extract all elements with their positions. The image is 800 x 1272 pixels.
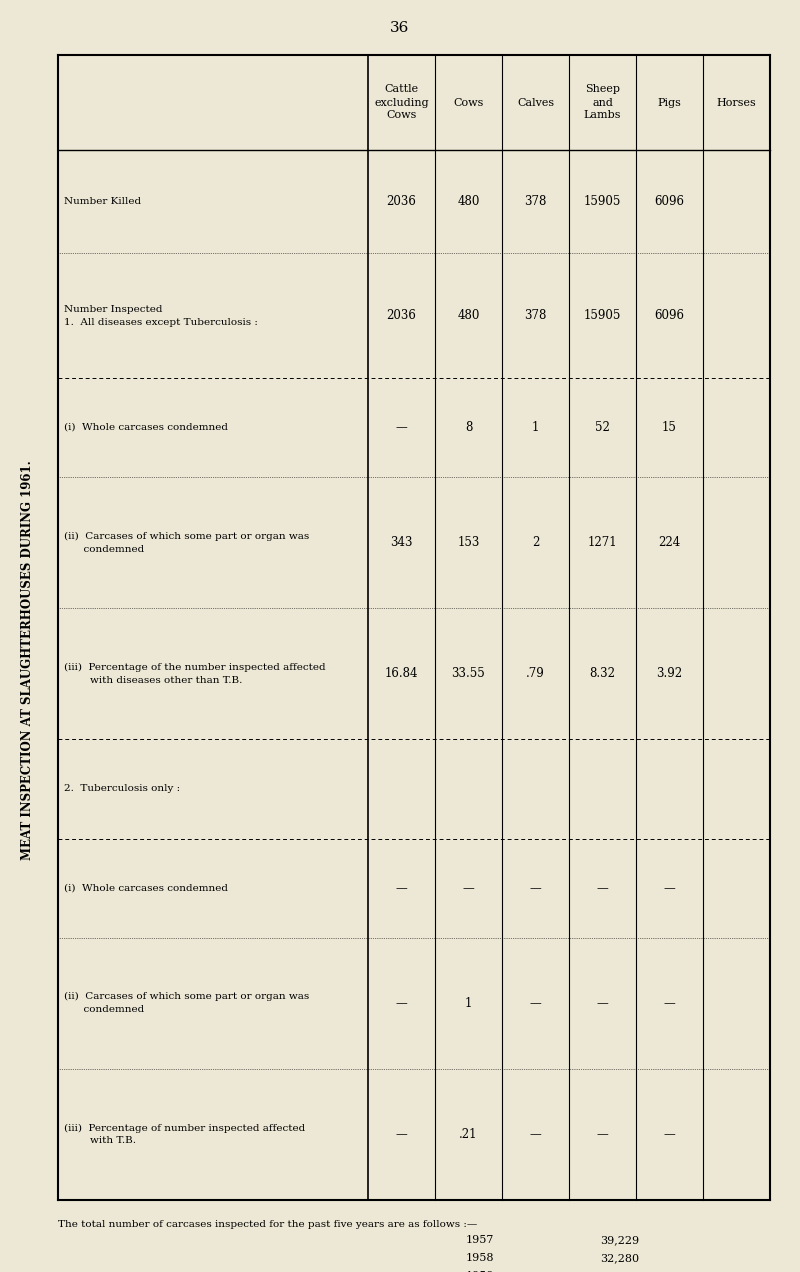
Text: —: —: [396, 881, 407, 894]
Text: 2036: 2036: [386, 309, 417, 322]
Text: 1: 1: [465, 997, 472, 1010]
Text: condemned: condemned: [64, 544, 144, 553]
Text: 32,280: 32,280: [601, 1253, 639, 1263]
Text: 33.55: 33.55: [452, 667, 486, 681]
Text: 6096: 6096: [654, 195, 685, 209]
Text: Cattle: Cattle: [385, 84, 418, 94]
Text: 1.  All diseases except Tuberculosis :: 1. All diseases except Tuberculosis :: [64, 318, 258, 327]
Text: 2.  Tuberculosis only :: 2. Tuberculosis only :: [64, 785, 180, 794]
Text: Horses: Horses: [717, 98, 756, 108]
Text: 15905: 15905: [584, 309, 621, 322]
Text: with T.B.: with T.B.: [64, 1136, 136, 1146]
Text: and: and: [592, 98, 613, 108]
Text: —: —: [396, 421, 407, 434]
Text: —: —: [664, 997, 675, 1010]
Text: 16.84: 16.84: [385, 667, 418, 681]
Text: 378: 378: [524, 309, 546, 322]
Text: 1957: 1957: [466, 1235, 494, 1245]
Text: .79: .79: [526, 667, 545, 681]
Text: 2036: 2036: [386, 195, 417, 209]
Text: Cows: Cows: [386, 111, 417, 121]
Text: with diseases other than T.B.: with diseases other than T.B.: [64, 675, 242, 684]
Text: Cows: Cows: [454, 98, 484, 108]
Text: —: —: [597, 881, 608, 894]
Text: —: —: [597, 997, 608, 1010]
Text: 224: 224: [658, 536, 681, 550]
Text: 39,229: 39,229: [601, 1235, 639, 1245]
Text: MEAT INSPECTION AT SLAUGHTERHOUSES DURING 1961.: MEAT INSPECTION AT SLAUGHTERHOUSES DURIN…: [22, 460, 34, 860]
Text: —: —: [462, 881, 474, 894]
Text: 1271: 1271: [588, 536, 618, 550]
Text: —: —: [530, 997, 542, 1010]
Text: (i)  Whole carcases condemned: (i) Whole carcases condemned: [64, 422, 228, 431]
Text: Lambs: Lambs: [584, 111, 622, 121]
Text: 15905: 15905: [584, 195, 621, 209]
Text: 8.32: 8.32: [590, 667, 615, 681]
Text: (ii)  Carcases of which some part or organ was: (ii) Carcases of which some part or orga…: [64, 992, 310, 1001]
Text: —: —: [396, 997, 407, 1010]
Text: 8: 8: [465, 421, 472, 434]
Text: 1: 1: [532, 421, 539, 434]
Text: —: —: [530, 881, 542, 894]
Text: (iii)  Percentage of number inspected affected: (iii) Percentage of number inspected aff…: [64, 1123, 306, 1132]
Text: 6096: 6096: [654, 309, 685, 322]
Text: —: —: [530, 1128, 542, 1141]
Text: —: —: [664, 881, 675, 894]
Text: Sheep: Sheep: [585, 84, 620, 94]
Text: —: —: [396, 1128, 407, 1141]
Text: (i)  Whole carcases condemned: (i) Whole carcases condemned: [64, 884, 228, 893]
Text: 480: 480: [458, 309, 480, 322]
Text: condemned: condemned: [64, 1005, 144, 1014]
Text: Number Killed: Number Killed: [64, 197, 141, 206]
Text: —: —: [597, 1128, 608, 1141]
Text: 153: 153: [458, 536, 480, 550]
Text: (iii)  Percentage of the number inspected affected: (iii) Percentage of the number inspected…: [64, 663, 326, 672]
Text: —: —: [664, 1128, 675, 1141]
Text: 1958: 1958: [466, 1253, 494, 1263]
Text: Calves: Calves: [517, 98, 554, 108]
Text: 343: 343: [390, 536, 413, 550]
Text: 480: 480: [458, 195, 480, 209]
Text: excluding: excluding: [374, 98, 429, 108]
Text: 3.92: 3.92: [657, 667, 682, 681]
Text: (ii)  Carcases of which some part or organ was: (ii) Carcases of which some part or orga…: [64, 532, 310, 541]
Text: .21: .21: [459, 1128, 478, 1141]
Text: Number Inspected: Number Inspected: [64, 304, 162, 314]
Text: The total number of carcases inspected for the past five years are as follows :—: The total number of carcases inspected f…: [58, 1220, 478, 1229]
Text: Pigs: Pigs: [658, 98, 682, 108]
Text: 378: 378: [524, 195, 546, 209]
Text: 36: 36: [390, 22, 410, 36]
Text: 2: 2: [532, 536, 539, 550]
Text: 52: 52: [595, 421, 610, 434]
Text: 15: 15: [662, 421, 677, 434]
